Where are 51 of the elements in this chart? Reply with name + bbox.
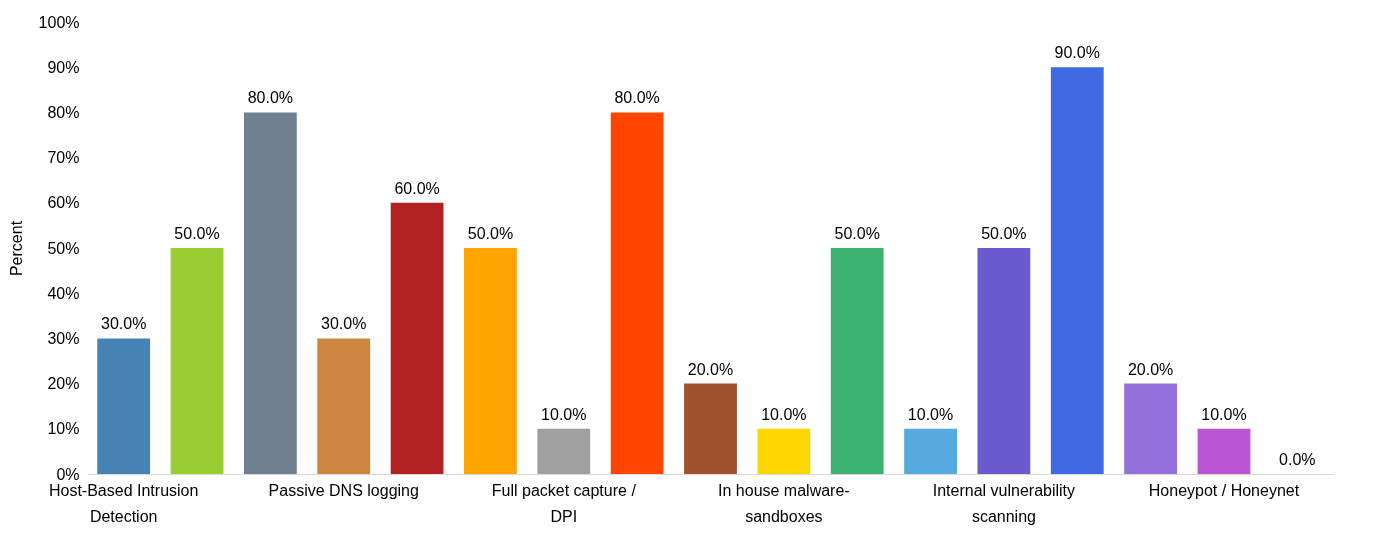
y-tick-label: 40%: [47, 284, 80, 302]
y-tick-label: 10%: [47, 420, 80, 438]
x-tick-label: Honeypot / Honeynet: [1148, 481, 1300, 499]
y-tick-label: 90%: [47, 58, 80, 76]
bar: [1124, 383, 1178, 474]
data-label: 80.0%: [614, 89, 660, 107]
bar: [170, 248, 224, 474]
data-label: 20.0%: [687, 360, 734, 378]
y-tick-label: 70%: [47, 149, 80, 167]
bar: [97, 338, 151, 474]
y-axis-title: Percent: [7, 220, 25, 277]
data-label: 30.0%: [321, 315, 367, 333]
data-label: 60.0%: [394, 179, 440, 197]
bar: [904, 428, 957, 474]
bar: [317, 338, 371, 474]
data-label: 80.0%: [247, 89, 294, 107]
data-label: 50.0%: [834, 225, 880, 242]
bar: [243, 112, 297, 474]
bar: [610, 112, 664, 474]
bar: [390, 202, 444, 474]
bar: [757, 428, 811, 474]
data-label: 30.0%: [100, 315, 147, 333]
bar: [537, 428, 591, 474]
x-tick-label: Host-Based Intrusion Detection: [48, 481, 199, 525]
data-label: 10.0%: [761, 405, 807, 423]
bar: [684, 383, 737, 474]
bar: [830, 248, 884, 474]
y-tick-label: 50%: [47, 239, 80, 257]
data-label: 50.0%: [467, 225, 514, 242]
x-tick-label: Passive DNS logging: [268, 481, 419, 499]
x-tick-label: In house malware-sandboxes: [718, 481, 850, 525]
x-tick-label: Internal vulnerability scanning: [932, 481, 1076, 525]
y-tick-label: 20%: [47, 375, 80, 393]
y-tick-label: 30%: [47, 329, 80, 347]
data-label: 0.0%: [1279, 451, 1316, 468]
data-label: 50.0%: [174, 225, 220, 242]
y-tick-label: 0%: [56, 465, 80, 483]
y-tick-label: 100%: [38, 13, 80, 31]
bar: [977, 248, 1031, 474]
bar: [464, 248, 517, 474]
data-label: 10.0%: [541, 405, 587, 423]
bar: [1197, 428, 1251, 474]
bar: [1050, 67, 1104, 474]
y-tick-label: 80%: [47, 103, 80, 121]
data-label: 10.0%: [1201, 405, 1247, 423]
data-label: 90.0%: [1054, 44, 1100, 62]
y-tick-label: 60%: [47, 194, 80, 212]
data-label: 50.0%: [981, 225, 1027, 242]
x-tick-label: Full packet capture / DPI: [491, 481, 637, 525]
data-label: 20.0%: [1127, 360, 1174, 378]
data-label: 10.0%: [907, 405, 954, 423]
